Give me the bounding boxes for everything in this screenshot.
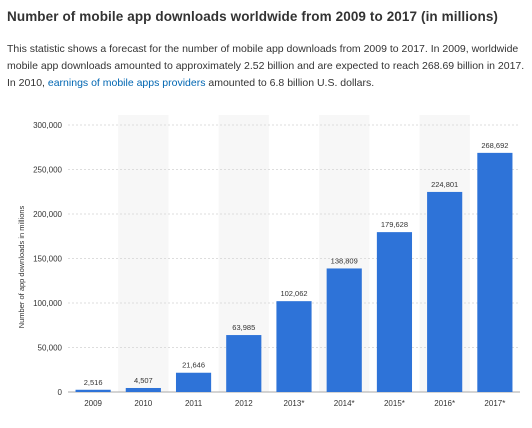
x-tick-label: 2016* bbox=[434, 399, 455, 408]
value-label: 4,507 bbox=[134, 376, 153, 385]
description-text-2: amounted to 6.8 billion U.S. dollars. bbox=[205, 77, 375, 89]
bar-2012[interactable] bbox=[226, 335, 262, 392]
bar-chart: 0 50,000 100,000 150,000 200,000 250,000 300,0… bbox=[0, 110, 532, 423]
description-text-1: This statistic shows a forecast for the … bbox=[7, 43, 525, 89]
x-tick-label: 2010 bbox=[134, 399, 152, 408]
bar-2015[interactable] bbox=[376, 232, 413, 392]
value-labels: 2,516 4,507 21,646 63,985 102,062 138,809 179,… bbox=[84, 141, 509, 387]
value-label: 268,692 bbox=[481, 141, 508, 150]
bars bbox=[75, 152, 513, 392]
bar-chart-svg: 0 50,000 100,000 150,000 200,000 250,000 300,0… bbox=[17, 115, 520, 408]
y-tick-label: 250,000 bbox=[33, 166, 62, 175]
value-label: 224,801 bbox=[431, 180, 458, 189]
x-tick-label: 2009 bbox=[84, 399, 102, 408]
y-tick-label: 150,000 bbox=[33, 255, 62, 264]
x-tick-label: 2012 bbox=[235, 399, 253, 408]
bar-2014[interactable] bbox=[326, 268, 362, 392]
value-label: 102,062 bbox=[280, 289, 307, 298]
y-tick-label: 50,000 bbox=[38, 344, 63, 353]
x-tick-label: 2013* bbox=[284, 399, 305, 408]
bar-2010[interactable] bbox=[125, 387, 161, 392]
value-label: 179,628 bbox=[381, 220, 408, 229]
bar-2013[interactable] bbox=[276, 301, 312, 392]
y-tick-label: 100,000 bbox=[33, 299, 62, 308]
y-tick-label: 0 bbox=[58, 388, 63, 397]
value-label: 138,809 bbox=[331, 256, 358, 265]
x-tick-label: 2017* bbox=[484, 399, 505, 408]
x-tick-label: 2014* bbox=[334, 399, 355, 408]
earnings-link[interactable]: earnings of mobile apps providers bbox=[47, 77, 206, 89]
y-axis-tick-labels: 0 50,000 100,000 150,000 200,000 250,000 300,0… bbox=[33, 121, 62, 397]
y-axis-title: Number of app downloads in millions bbox=[17, 205, 26, 328]
bar-2016[interactable] bbox=[427, 191, 463, 392]
value-label: 21,646 bbox=[182, 361, 205, 370]
value-label: 63,985 bbox=[232, 323, 255, 332]
page-title: Number of mobile app downloads worldwide… bbox=[7, 9, 499, 24]
statistic-description: This statistic shows a forecast for the … bbox=[7, 41, 525, 92]
x-tick-label: 2011 bbox=[185, 399, 203, 408]
background-band bbox=[118, 115, 169, 392]
y-tick-label: 300,000 bbox=[33, 121, 62, 130]
value-label: 2,516 bbox=[84, 378, 103, 387]
y-tick-label: 200,000 bbox=[33, 210, 62, 219]
bar-2009[interactable] bbox=[75, 389, 111, 392]
x-axis-tick-labels: 2009 2010 2011 2012 2013* 2014* 2015* 2016* 2017… bbox=[84, 399, 505, 408]
bar-2017[interactable] bbox=[477, 152, 513, 392]
x-tick-label: 2015* bbox=[384, 399, 405, 408]
bar-2011[interactable] bbox=[175, 372, 212, 392]
